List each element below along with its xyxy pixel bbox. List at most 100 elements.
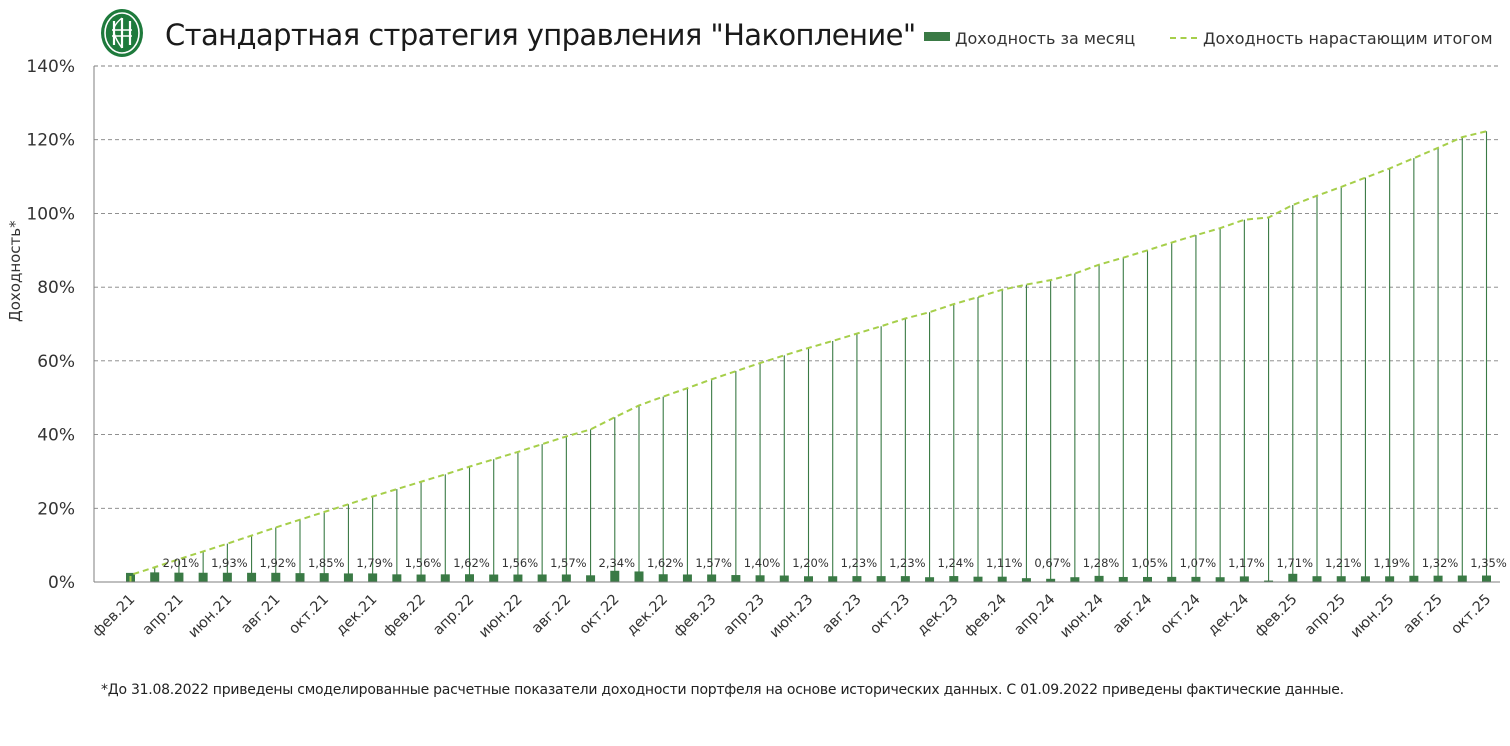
bar xyxy=(707,574,717,582)
y-tick-label: 80% xyxy=(37,278,75,298)
bar xyxy=(295,573,305,582)
y-tick-label: 0% xyxy=(48,573,75,593)
data-label: 1,23% xyxy=(889,556,926,570)
data-label: 1,57% xyxy=(550,556,587,570)
bar xyxy=(1143,576,1152,582)
bar xyxy=(779,575,789,582)
x-tick-label: июн.22 xyxy=(476,592,526,642)
bar xyxy=(513,574,523,582)
chart-title: Стандартная стратегия управления "Накопл… xyxy=(165,18,916,52)
bar xyxy=(973,576,983,582)
y-tick-label: 40% xyxy=(37,426,75,446)
x-tick-label: окт.22 xyxy=(577,592,623,638)
bar xyxy=(755,575,765,582)
data-label: 1,32% xyxy=(1422,556,1459,570)
bar xyxy=(1070,577,1080,582)
bar xyxy=(731,575,741,582)
data-label: 1,19% xyxy=(1373,556,1410,570)
x-tick-label: фев.25 xyxy=(1252,592,1301,641)
x-tick-label: авг.25 xyxy=(1401,592,1446,637)
bar xyxy=(416,574,426,582)
bar xyxy=(222,572,232,582)
bar xyxy=(1457,575,1467,582)
bar xyxy=(247,572,257,582)
bar xyxy=(1360,576,1370,582)
data-label: 1,62% xyxy=(647,556,684,570)
data-label: 1,56% xyxy=(405,556,442,570)
x-tick-label: фев.24 xyxy=(961,592,1010,641)
data-label: 1,62% xyxy=(453,556,490,570)
data-label: 1,05% xyxy=(1131,556,1168,570)
bar xyxy=(1312,576,1322,582)
y-tick-label: 60% xyxy=(37,352,75,372)
data-label: 1,28% xyxy=(1083,556,1120,570)
bar xyxy=(1215,577,1225,582)
footnote: *До 31.08.2022 приведены смоделированные… xyxy=(101,682,1344,698)
legend-label-cumulative: Доходность нарастающим итогом xyxy=(1203,29,1493,48)
bar xyxy=(174,572,184,582)
x-tick-label: дек.22 xyxy=(624,592,671,639)
bar xyxy=(949,576,959,582)
bar xyxy=(1433,575,1443,582)
bar xyxy=(1288,573,1298,582)
bar xyxy=(682,574,692,582)
bar xyxy=(900,576,910,582)
bar xyxy=(271,572,281,582)
data-label: 1,92% xyxy=(260,556,297,570)
data-label: 1,35% xyxy=(1470,556,1507,570)
x-tick-label: авг.21 xyxy=(238,592,283,637)
logo xyxy=(100,8,144,58)
axes xyxy=(93,66,1500,583)
x-tick-label: апр.25 xyxy=(1302,592,1349,639)
x-tick-label: окт.24 xyxy=(1158,592,1204,638)
bar xyxy=(876,576,886,582)
bar xyxy=(1264,580,1274,582)
x-tick-label: фев.23 xyxy=(671,592,720,641)
x-tick-label: июн.25 xyxy=(1348,592,1398,642)
grid-lines xyxy=(94,65,1500,509)
x-tick-label: дек.24 xyxy=(1205,592,1252,639)
x-tick-label: фев.21 xyxy=(90,592,139,641)
data-label: 1,85% xyxy=(308,556,345,570)
x-tick-label: июн.23 xyxy=(767,592,817,642)
data-label: 1,56% xyxy=(502,556,539,570)
x-tick-label: дек.21 xyxy=(333,592,380,639)
bar xyxy=(1482,575,1491,582)
data-labels: 2,01% 1,93% 1,92% 1,85% 1,79% 1,56% 1,62% 1,56%… xyxy=(163,556,1507,570)
data-label: 1,23% xyxy=(841,556,878,570)
data-label: 1,20% xyxy=(792,556,829,570)
x-tick-label: окт.23 xyxy=(867,592,913,638)
cumulative-line xyxy=(129,130,1487,582)
x-tick-label: авг.23 xyxy=(819,592,864,637)
bar xyxy=(658,574,668,582)
x-tick-label: июн.21 xyxy=(186,592,236,642)
y-tick-label: 100% xyxy=(26,204,75,224)
y-axis-label: Доходность* xyxy=(6,220,24,322)
legend-item-cumulative: Доходность нарастающим итогом xyxy=(1170,29,1493,48)
data-label: 1,40% xyxy=(744,556,781,570)
x-tick-label: фев.22 xyxy=(380,592,429,641)
data-label: 1,57% xyxy=(695,556,732,570)
legend-label-monthly: Доходность за месяц xyxy=(955,29,1136,48)
bar xyxy=(1046,578,1056,582)
bar xyxy=(319,573,329,582)
data-label: 1,24% xyxy=(938,556,975,570)
x-tick-label: авг.24 xyxy=(1110,592,1155,637)
bar xyxy=(1409,575,1419,582)
bar xyxy=(440,574,450,582)
legend-swatch-bar xyxy=(924,32,950,41)
bar xyxy=(610,570,620,582)
bar xyxy=(997,576,1007,582)
data-label: 0,67% xyxy=(1034,556,1071,570)
bar xyxy=(925,577,935,582)
data-label: 1,21% xyxy=(1325,556,1362,570)
bar xyxy=(465,574,474,582)
x-tick-label: июн.24 xyxy=(1057,592,1107,642)
x-tick-label: апр.23 xyxy=(721,592,768,639)
bar xyxy=(1167,576,1177,582)
bar xyxy=(392,574,402,582)
x-tick-label: дек.23 xyxy=(914,592,961,639)
drop-lines xyxy=(129,131,1488,582)
data-label: 1,71% xyxy=(1277,556,1314,570)
